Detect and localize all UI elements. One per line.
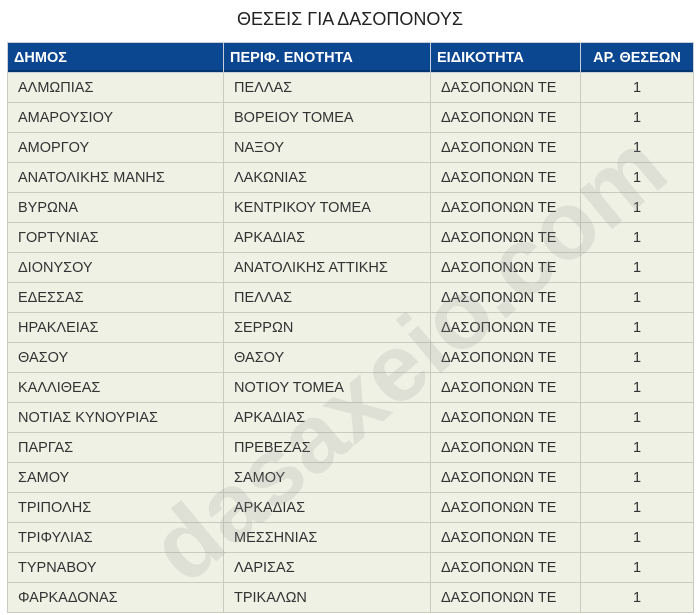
cell-specialty: ΔΑΣΟΠΟΝΩΝ ΤΕ: [430, 282, 581, 313]
cell-regional-unit: ΑΡΚΑΔΙΑΣ: [223, 222, 431, 253]
cell-regional-unit: ΑΝΑΤΟΛΙΚΗΣ ΑΤΤΙΚΗΣ: [223, 252, 431, 283]
cell-municipality: ΤΡΙΠΟΛΗΣ: [7, 492, 224, 523]
page-title: ΘΕΣΕΙΣ ΓΙΑ ΔΑΣΟΠΟΝΟΥΣ: [237, 9, 463, 29]
cell-specialty: ΔΑΣΟΠΟΝΩΝ ΤΕ: [430, 132, 581, 163]
cell-specialty: ΔΑΣΟΠΟΝΩΝ ΤΕ: [430, 522, 581, 553]
cell-positions: 1: [580, 552, 694, 583]
cell-specialty: ΔΑΣΟΠΟΝΩΝ ΤΕ: [430, 252, 581, 283]
table-row: ΠΑΡΓΑΣ ΠΡΕΒΕΖΑΣ ΔΑΣΟΠΟΝΩΝ ΤΕ 1: [7, 432, 694, 463]
cell-municipality: ΘΑΣΟΥ: [7, 342, 224, 373]
cell-specialty: ΔΑΣΟΠΟΝΩΝ ΤΕ: [430, 582, 581, 613]
cell-positions: 1: [580, 252, 694, 283]
table-row: ΔΙΟΝΥΣΟΥ ΑΝΑΤΟΛΙΚΗΣ ΑΤΤΙΚΗΣ ΔΑΣΟΠΟΝΩΝ ΤΕ 1: [7, 252, 694, 283]
cell-regional-unit: ΑΡΚΑΔΙΑΣ: [223, 492, 431, 523]
cell-positions: 1: [580, 372, 694, 403]
cell-regional-unit: ΣΕΡΡΩΝ: [223, 312, 431, 343]
header-positions: ΑΡ. ΘΕΣΕΩΝ: [580, 42, 694, 73]
cell-municipality: ΗΡΑΚΛΕΙΑΣ: [7, 312, 224, 343]
table-row: ΤΡΙΠΟΛΗΣ ΑΡΚΑΔΙΑΣ ΔΑΣΟΠΟΝΩΝ ΤΕ 1: [7, 492, 694, 523]
table-row: ΤΡΙΦΥΛΙΑΣ ΜΕΣΣΗΝΙΑΣ ΔΑΣΟΠΟΝΩΝ ΤΕ 1: [7, 522, 694, 553]
cell-specialty: ΔΑΣΟΠΟΝΩΝ ΤΕ: [430, 462, 581, 493]
cell-regional-unit: ΛΑΡΙΣΑΣ: [223, 552, 431, 583]
cell-specialty: ΔΑΣΟΠΟΝΩΝ ΤΕ: [430, 312, 581, 343]
table-row: ΝΟΤΙΑΣ ΚΥΝΟΥΡΙΑΣ ΑΡΚΑΔΙΑΣ ΔΑΣΟΠΟΝΩΝ ΤΕ 1: [7, 402, 694, 433]
table-row: ΣΑΜΟΥ ΣΑΜΟΥ ΔΑΣΟΠΟΝΩΝ ΤΕ 1: [7, 462, 694, 493]
cell-positions: 1: [580, 522, 694, 553]
cell-municipality: ΝΟΤΙΑΣ ΚΥΝΟΥΡΙΑΣ: [7, 402, 224, 433]
cell-positions: 1: [580, 312, 694, 343]
cell-regional-unit: ΒΟΡΕΙΟΥ ΤΟΜΕΑ: [223, 102, 431, 133]
cell-municipality: ΓΟΡΤΥΝΙΑΣ: [7, 222, 224, 253]
table-row: ΑΜΑΡΟΥΣΙΟΥ ΒΟΡΕΙΟΥ ΤΟΜΕΑ ΔΑΣΟΠΟΝΩΝ ΤΕ 1: [7, 102, 694, 133]
cell-municipality: ΒΥΡΩΝΑ: [7, 192, 224, 223]
cell-positions: 1: [580, 432, 694, 463]
cell-municipality: ΑΛΜΩΠΙΑΣ: [7, 72, 224, 103]
cell-positions: 1: [580, 402, 694, 433]
cell-specialty: ΔΑΣΟΠΟΝΩΝ ΤΕ: [430, 552, 581, 583]
table-row: ΑΜΟΡΓΟΥ ΝΑΞΟΥ ΔΑΣΟΠΟΝΩΝ ΤΕ 1: [7, 132, 694, 163]
cell-regional-unit: ΝΑΞΟΥ: [223, 132, 431, 163]
table-row: ΤΥΡΝΑΒΟΥ ΛΑΡΙΣΑΣ ΔΑΣΟΠΟΝΩΝ ΤΕ 1: [7, 552, 694, 583]
table-row: ΗΡΑΚΛΕΙΑΣ ΣΕΡΡΩΝ ΔΑΣΟΠΟΝΩΝ ΤΕ 1: [7, 312, 694, 343]
cell-positions: 1: [580, 342, 694, 373]
cell-municipality: ΑΝΑΤΟΛΙΚΗΣ ΜΑΝΗΣ: [7, 162, 224, 193]
cell-specialty: ΔΑΣΟΠΟΝΩΝ ΤΕ: [430, 402, 581, 433]
cell-positions: 1: [580, 72, 694, 103]
cell-specialty: ΔΑΣΟΠΟΝΩΝ ΤΕ: [430, 102, 581, 133]
cell-regional-unit: ΣΑΜΟΥ: [223, 462, 431, 493]
cell-municipality: ΔΙΟΝΥΣΟΥ: [7, 252, 224, 283]
cell-specialty: ΔΑΣΟΠΟΝΩΝ ΤΕ: [430, 162, 581, 193]
cell-regional-unit: ΛΑΚΩΝΙΑΣ: [223, 162, 431, 193]
header-municipality: ΔΗΜΟΣ: [7, 42, 224, 73]
cell-regional-unit: ΘΑΣΟΥ: [223, 342, 431, 373]
header-regional-unit: ΠΕΡΙΦ. ΕΝΟΤΗΤΑ: [223, 42, 431, 73]
table-row: ΕΔΕΣΣΑΣ ΠΕΛΛΑΣ ΔΑΣΟΠΟΝΩΝ ΤΕ 1: [7, 282, 694, 313]
cell-specialty: ΔΑΣΟΠΟΝΩΝ ΤΕ: [430, 372, 581, 403]
cell-municipality: ΑΜΑΡΟΥΣΙΟΥ: [7, 102, 224, 133]
cell-regional-unit: ΠΕΛΛΑΣ: [223, 282, 431, 313]
cell-municipality: ΤΥΡΝΑΒΟΥ: [7, 552, 224, 583]
cell-municipality: ΦΑΡΚΑΔΟΝΑΣ: [7, 582, 224, 613]
cell-positions: 1: [580, 132, 694, 163]
cell-municipality: ΑΜΟΡΓΟΥ: [7, 132, 224, 163]
table-row: ΑΛΜΩΠΙΑΣ ΠΕΛΛΑΣ ΔΑΣΟΠΟΝΩΝ ΤΕ 1: [7, 72, 694, 103]
table-row: ΒΥΡΩΝΑ ΚΕΝΤΡΙΚΟΥ ΤΟΜΕΑ ΔΑΣΟΠΟΝΩΝ ΤΕ 1: [7, 192, 694, 223]
cell-specialty: ΔΑΣΟΠΟΝΩΝ ΤΕ: [430, 192, 581, 223]
positions-table: ΔΗΜΟΣ ΠΕΡΙΦ. ΕΝΟΤΗΤΑ ΕΙΔΙΚΟΤΗΤΑ ΑΡ. ΘΕΣΕ…: [7, 42, 694, 613]
cell-positions: 1: [580, 582, 694, 613]
cell-positions: 1: [580, 102, 694, 133]
cell-specialty: ΔΑΣΟΠΟΝΩΝ ΤΕ: [430, 492, 581, 523]
table-header-row: ΔΗΜΟΣ ΠΕΡΙΦ. ΕΝΟΤΗΤΑ ΕΙΔΙΚΟΤΗΤΑ ΑΡ. ΘΕΣΕ…: [7, 42, 694, 73]
cell-regional-unit: ΠΡΕΒΕΖΑΣ: [223, 432, 431, 463]
cell-positions: 1: [580, 492, 694, 523]
table-row: ΑΝΑΤΟΛΙΚΗΣ ΜΑΝΗΣ ΛΑΚΩΝΙΑΣ ΔΑΣΟΠΟΝΩΝ ΤΕ 1: [7, 162, 694, 193]
cell-specialty: ΔΑΣΟΠΟΝΩΝ ΤΕ: [430, 72, 581, 103]
cell-regional-unit: ΝΟΤΙΟΥ ΤΟΜΕΑ: [223, 372, 431, 403]
table-row: ΦΑΡΚΑΔΟΝΑΣ ΤΡΙΚΑΛΩΝ ΔΑΣΟΠΟΝΩΝ ΤΕ 1: [7, 582, 694, 613]
cell-regional-unit: ΤΡΙΚΑΛΩΝ: [223, 582, 431, 613]
cell-positions: 1: [580, 222, 694, 253]
cell-specialty: ΔΑΣΟΠΟΝΩΝ ΤΕ: [430, 432, 581, 463]
cell-municipality: ΕΔΕΣΣΑΣ: [7, 282, 224, 313]
cell-positions: 1: [580, 462, 694, 493]
cell-municipality: ΣΑΜΟΥ: [7, 462, 224, 493]
cell-municipality: ΤΡΙΦΥΛΙΑΣ: [7, 522, 224, 553]
cell-regional-unit: ΠΕΛΛΑΣ: [223, 72, 431, 103]
table-row: ΓΟΡΤΥΝΙΑΣ ΑΡΚΑΔΙΑΣ ΔΑΣΟΠΟΝΩΝ ΤΕ 1: [7, 222, 694, 253]
cell-positions: 1: [580, 282, 694, 313]
cell-specialty: ΔΑΣΟΠΟΝΩΝ ΤΕ: [430, 222, 581, 253]
cell-regional-unit: ΜΕΣΣΗΝΙΑΣ: [223, 522, 431, 553]
table-row: ΘΑΣΟΥ ΘΑΣΟΥ ΔΑΣΟΠΟΝΩΝ ΤΕ 1: [7, 342, 694, 373]
cell-regional-unit: ΚΕΝΤΡΙΚΟΥ ΤΟΜΕΑ: [223, 192, 431, 223]
cell-specialty: ΔΑΣΟΠΟΝΩΝ ΤΕ: [430, 342, 581, 373]
cell-positions: 1: [580, 192, 694, 223]
cell-municipality: ΚΑΛΛΙΘΕΑΣ: [7, 372, 224, 403]
cell-positions: 1: [580, 162, 694, 193]
header-specialty: ΕΙΔΙΚΟΤΗΤΑ: [430, 42, 581, 73]
table-row: ΚΑΛΛΙΘΕΑΣ ΝΟΤΙΟΥ ΤΟΜΕΑ ΔΑΣΟΠΟΝΩΝ ΤΕ 1: [7, 372, 694, 403]
cell-municipality: ΠΑΡΓΑΣ: [7, 432, 224, 463]
cell-regional-unit: ΑΡΚΑΔΙΑΣ: [223, 402, 431, 433]
